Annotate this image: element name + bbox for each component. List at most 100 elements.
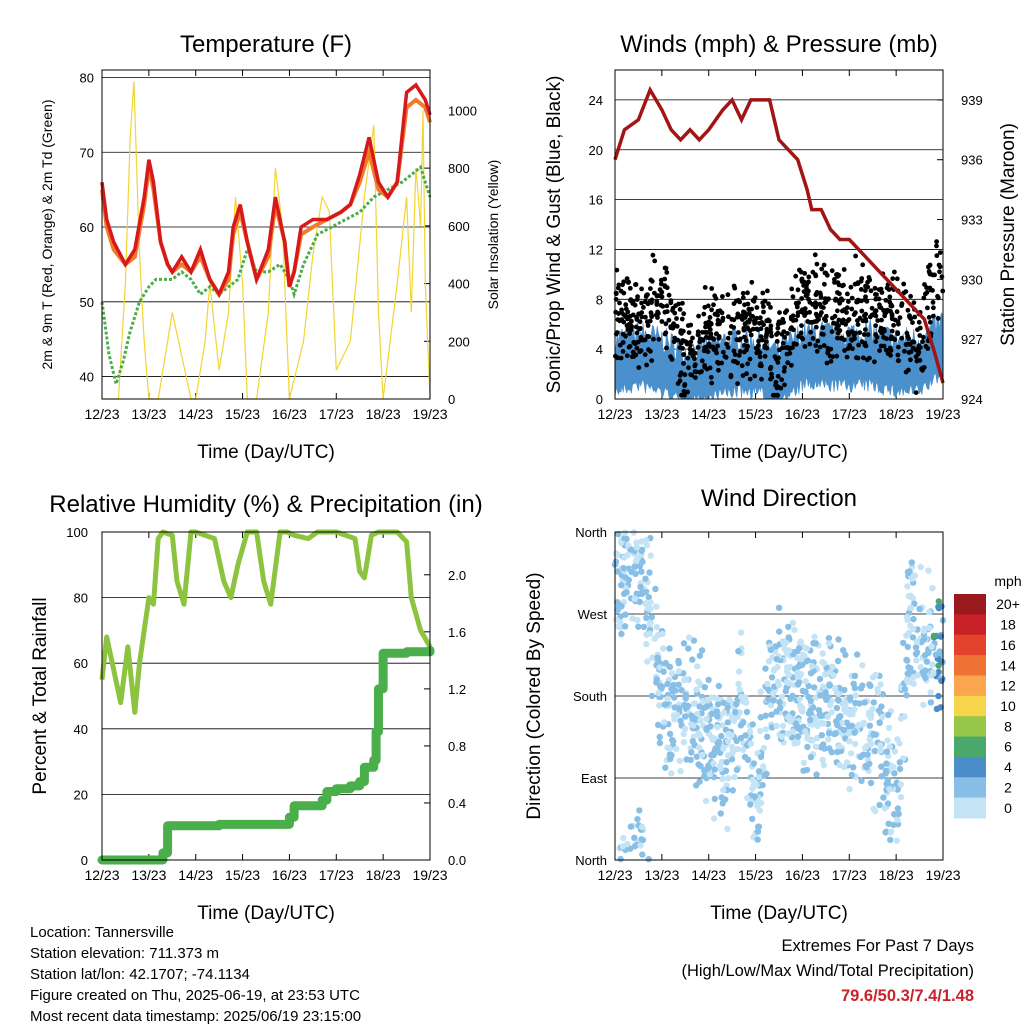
direction-point [696,652,704,659]
gust-point [702,304,708,310]
y-tick-label: 24 [589,93,603,108]
direction-point [772,643,779,650]
gust-point [813,292,819,298]
direction-point [640,623,648,631]
gust-point [819,266,825,272]
direction-point [922,674,929,682]
direction-point [618,581,625,589]
gust-point [704,366,710,372]
y2-tick-label: 936 [961,153,983,168]
gust-point [868,288,874,294]
direction-point [808,663,816,670]
direction-point [654,654,661,661]
direction-point [787,716,795,724]
gust-point [802,344,808,349]
direction-point [783,664,791,671]
gust-point [682,392,687,398]
gust-point [731,358,736,364]
extremes-values: 79.6/50.3/7.4/1.48 [840,987,974,1005]
gust-point [849,329,855,335]
gust-point [917,357,923,363]
direction-point [690,715,697,723]
gust-point [620,331,626,337]
direction-point [664,680,671,688]
direction-point [731,717,738,725]
gust-point [906,350,912,355]
gust-point [727,330,733,336]
gust-point [758,326,764,332]
gust-point [822,281,827,287]
gust-point [775,325,781,331]
y2-tick-label: 927 [961,332,983,347]
gust-point [659,294,665,300]
direction-point [857,685,865,692]
direction-point [891,748,899,755]
direction-point [642,537,650,544]
direction-point [879,713,886,721]
y-tick-label: 16 [589,193,603,208]
direction-point [656,739,664,747]
direction-point [905,629,912,637]
direction-point [627,845,634,852]
gust-point [781,319,786,325]
direction-point [741,753,749,761]
gust-point [732,285,738,291]
gust-point [821,305,826,310]
gust-point [829,329,835,335]
gust-point [709,286,715,291]
gust-point [921,295,927,301]
x-tick-label: 14/23 [178,867,213,883]
gust-point [723,355,729,360]
gust-point [873,292,878,297]
direction-point [643,640,650,648]
direction-point [713,708,721,715]
gust-point [782,335,787,340]
direction-point [749,776,756,784]
direction-point [835,713,843,721]
direction-point [794,681,802,688]
direction-point [877,747,884,754]
t2m-series-line [100,82,432,299]
gust-point [823,318,828,323]
y2-tick-label: 0.4 [448,796,466,811]
gust-point [919,365,925,371]
direction-point [722,796,729,803]
direction-point [884,780,891,787]
direction-point [848,771,855,778]
gust-point [903,342,909,348]
gust-point [620,349,626,354]
gust-point [735,314,740,320]
direction-point [896,765,904,773]
gust-point [821,262,827,268]
direction-point [883,767,890,774]
direction-point [643,631,650,638]
gust-point [769,333,774,339]
y2-tick-label: 0.8 [448,739,466,754]
colorbar-swatch [954,716,986,738]
direction-point [885,711,892,719]
direction-point [834,657,842,665]
direction-point [718,758,726,766]
gust-point [884,336,889,342]
extremes-box: Extremes For Past 7 Days (High/Low/Max W… [681,934,974,1009]
direction-point [765,658,773,665]
direction-point [678,687,685,694]
direction-point [812,743,819,750]
gust-point [651,336,656,342]
gust-point [931,313,936,319]
gust-point [881,328,887,334]
colorbar-label: 18 [1000,617,1016,633]
direction-point [901,686,909,693]
gust-point [681,311,687,317]
y-tick-label: 12 [589,242,603,257]
gust-point [892,269,897,275]
direction-point [847,694,854,701]
direction-point [852,692,859,699]
gust-point [875,318,881,323]
gust-point [903,369,909,375]
gust-point [663,321,669,327]
direction-point [922,667,929,674]
direction-point [921,625,928,632]
gust-point [645,292,650,298]
